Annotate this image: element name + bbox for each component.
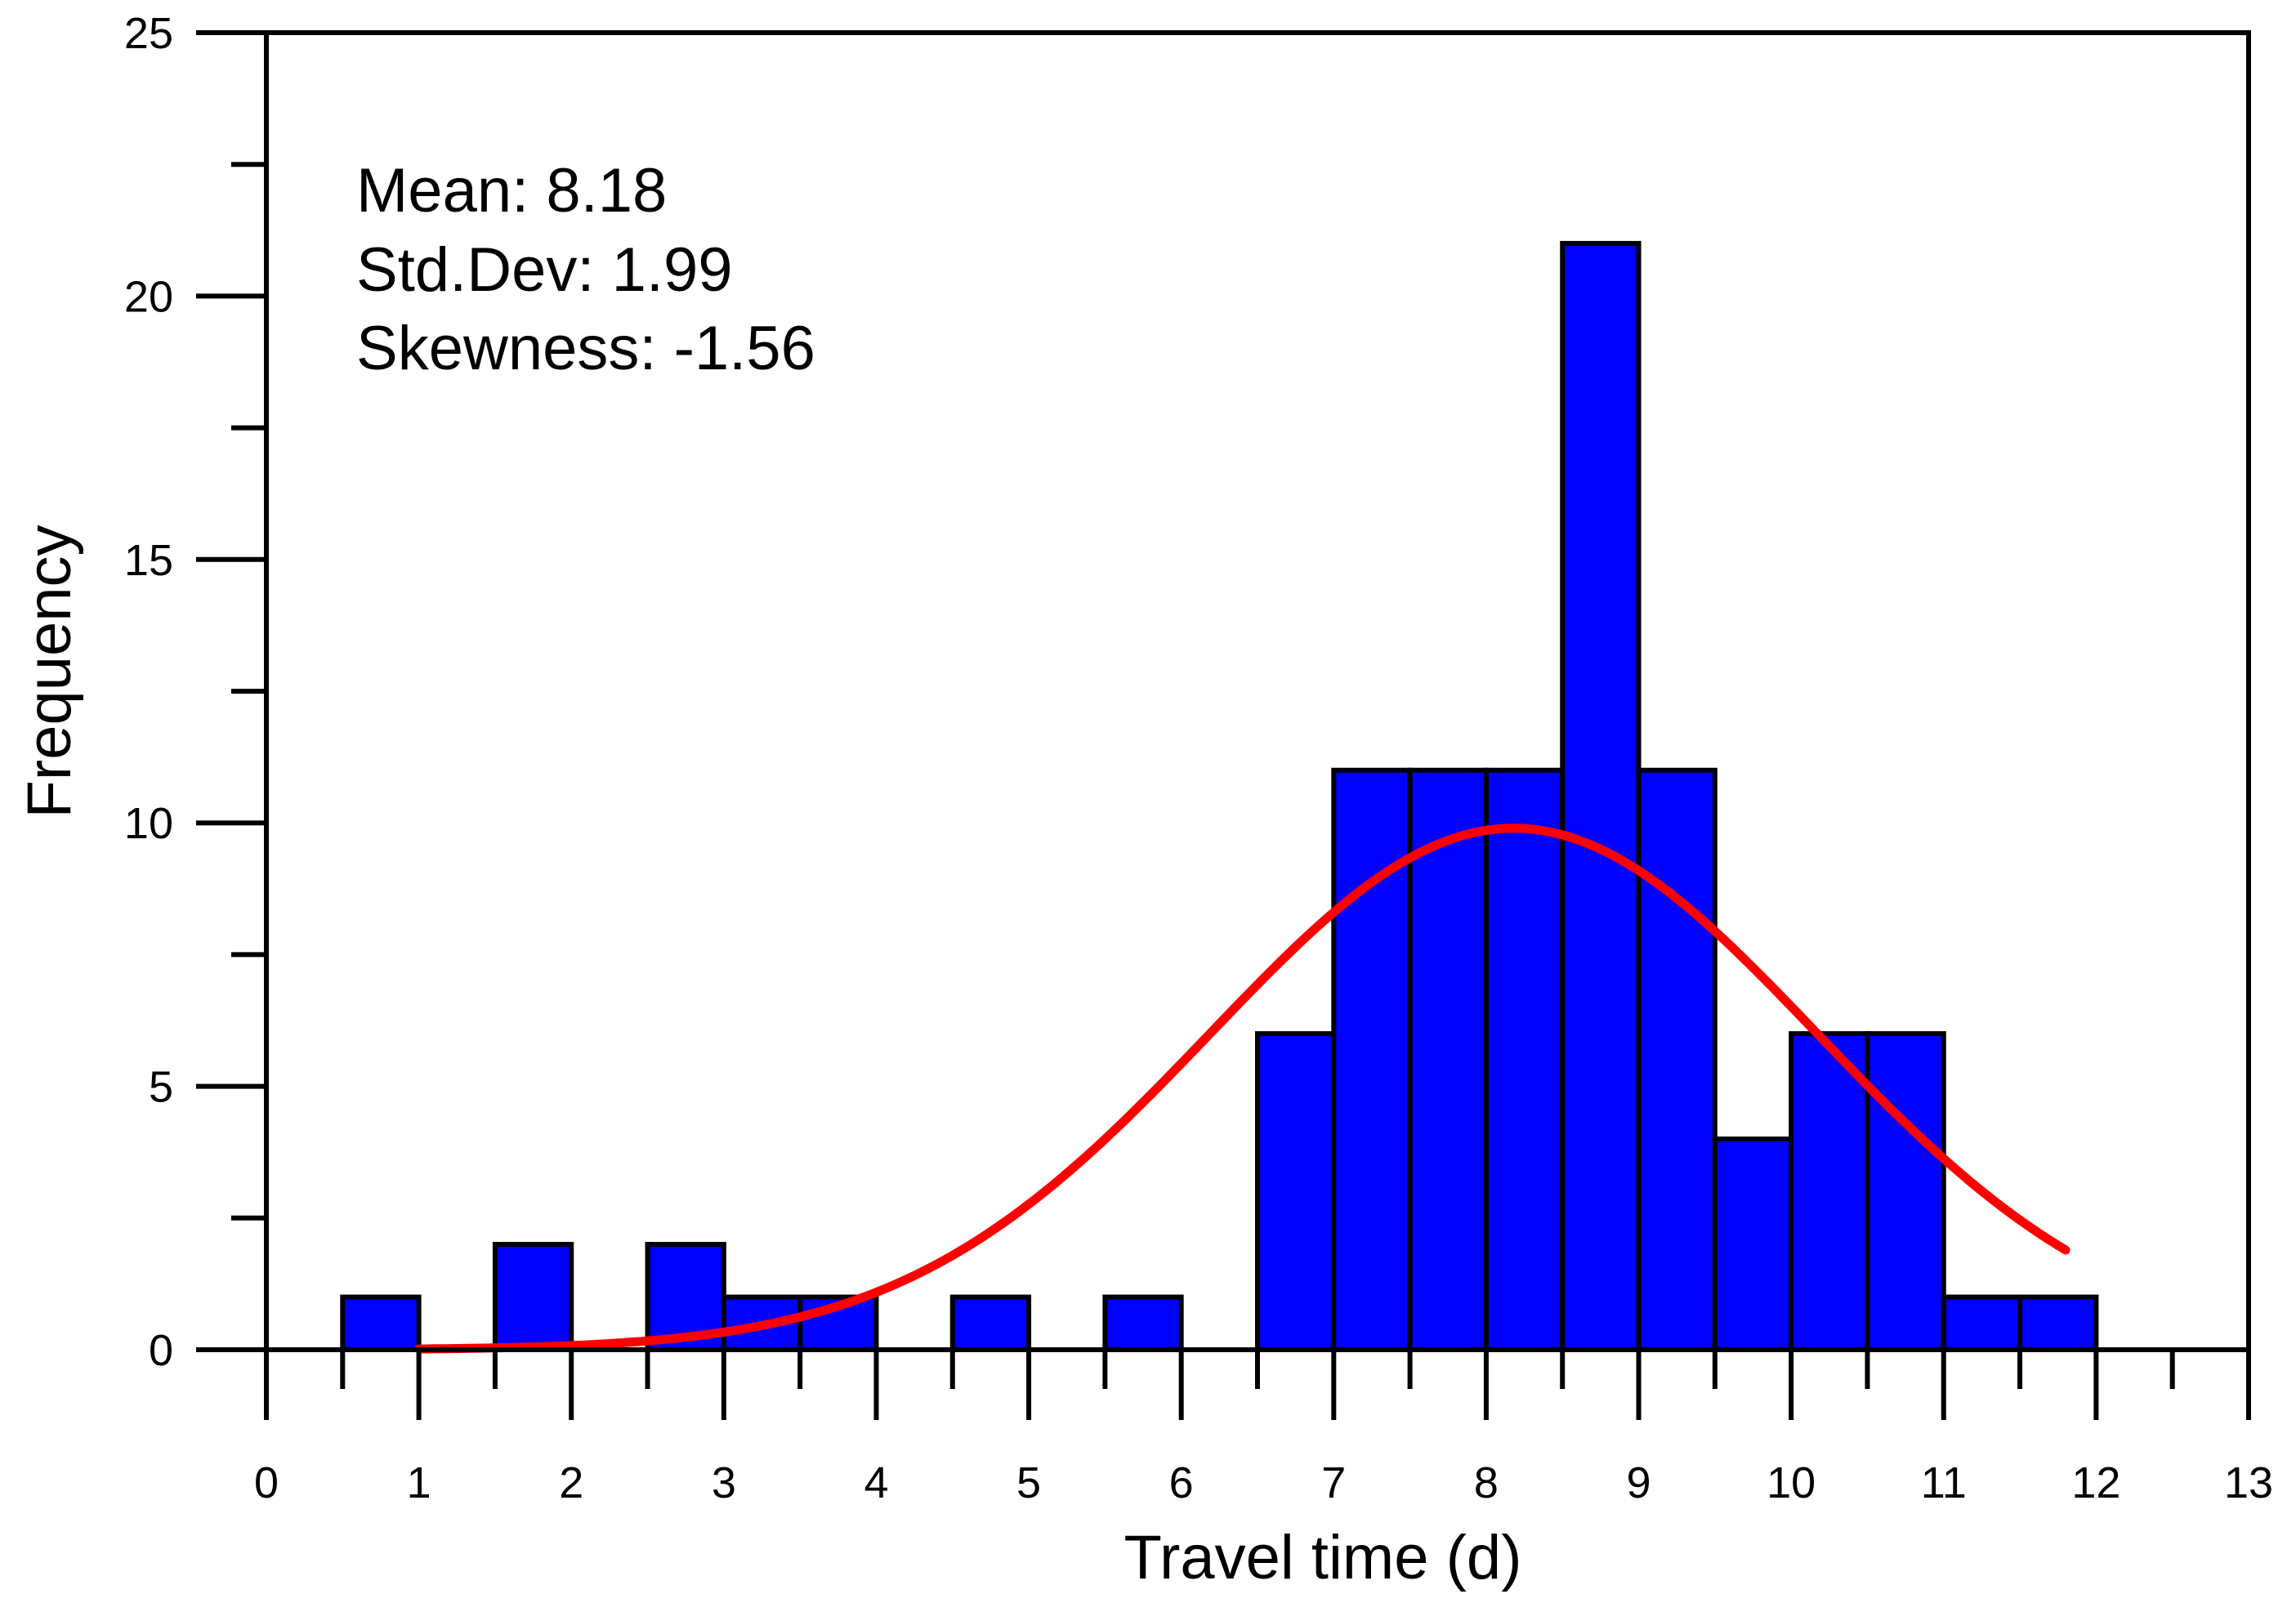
x-tick-label: 6	[1169, 1458, 1194, 1507]
x-axis-title: Travel time (d)	[1123, 1523, 1521, 1592]
x-tick-label: 9	[1627, 1458, 1651, 1507]
x-tick-label: 10	[1767, 1458, 1816, 1507]
x-tick-label: 12	[2071, 1458, 2120, 1507]
std-dev-annotation: Std.Dev: 1.99	[356, 235, 733, 305]
mean-annotation: Mean: 8.18	[356, 156, 667, 226]
histogram-bar	[949, 1294, 1032, 1353]
histogram-bar	[1407, 767, 1489, 1352]
x-tick-label: 5	[1016, 1458, 1041, 1507]
histogram-bar	[1560, 240, 1642, 1352]
histogram-bar	[1483, 767, 1566, 1352]
x-tick-label: 2	[559, 1458, 583, 1507]
normal-fit-curve	[414, 824, 2070, 1354]
histogram-bar	[1102, 1294, 1184, 1353]
skewness-annotation: Skewness: -1.56	[356, 314, 815, 383]
histogram-bar	[1331, 767, 1413, 1352]
x-tick-label: 1	[407, 1458, 431, 1507]
histogram-bar	[1789, 1031, 1870, 1352]
histogram-bar	[1712, 1136, 1794, 1352]
y-tick-label: 0	[149, 1326, 173, 1375]
histogram-bar	[1865, 1031, 1946, 1352]
y-tick-label: 15	[124, 536, 173, 585]
histogram-bar	[492, 1242, 574, 1353]
x-tick-label: 0	[254, 1458, 279, 1507]
y-tick-label: 25	[124, 9, 173, 58]
histogram-bar	[1636, 767, 1718, 1352]
x-tick-label: 3	[712, 1458, 736, 1507]
histogram-bar	[1941, 1294, 2023, 1353]
x-tick-label: 4	[864, 1458, 888, 1507]
x-tick-label: 7	[1321, 1458, 1346, 1507]
y-tick-label: 10	[124, 799, 173, 848]
x-tick-label: 8	[1474, 1458, 1499, 1507]
histogram-bar	[2017, 1294, 2099, 1353]
x-tick-label: 13	[2224, 1458, 2273, 1507]
y-tick-label: 20	[124, 272, 173, 321]
histogram-bar	[1255, 1031, 1337, 1352]
normal-fit-layer	[414, 824, 2070, 1354]
y-axis-title: Frequency	[15, 525, 84, 818]
x-tick-label: 11	[1921, 1458, 1967, 1507]
histogram-bars	[340, 240, 2099, 1353]
histogram-bar	[340, 1294, 422, 1353]
y-tick-label: 5	[149, 1063, 173, 1112]
